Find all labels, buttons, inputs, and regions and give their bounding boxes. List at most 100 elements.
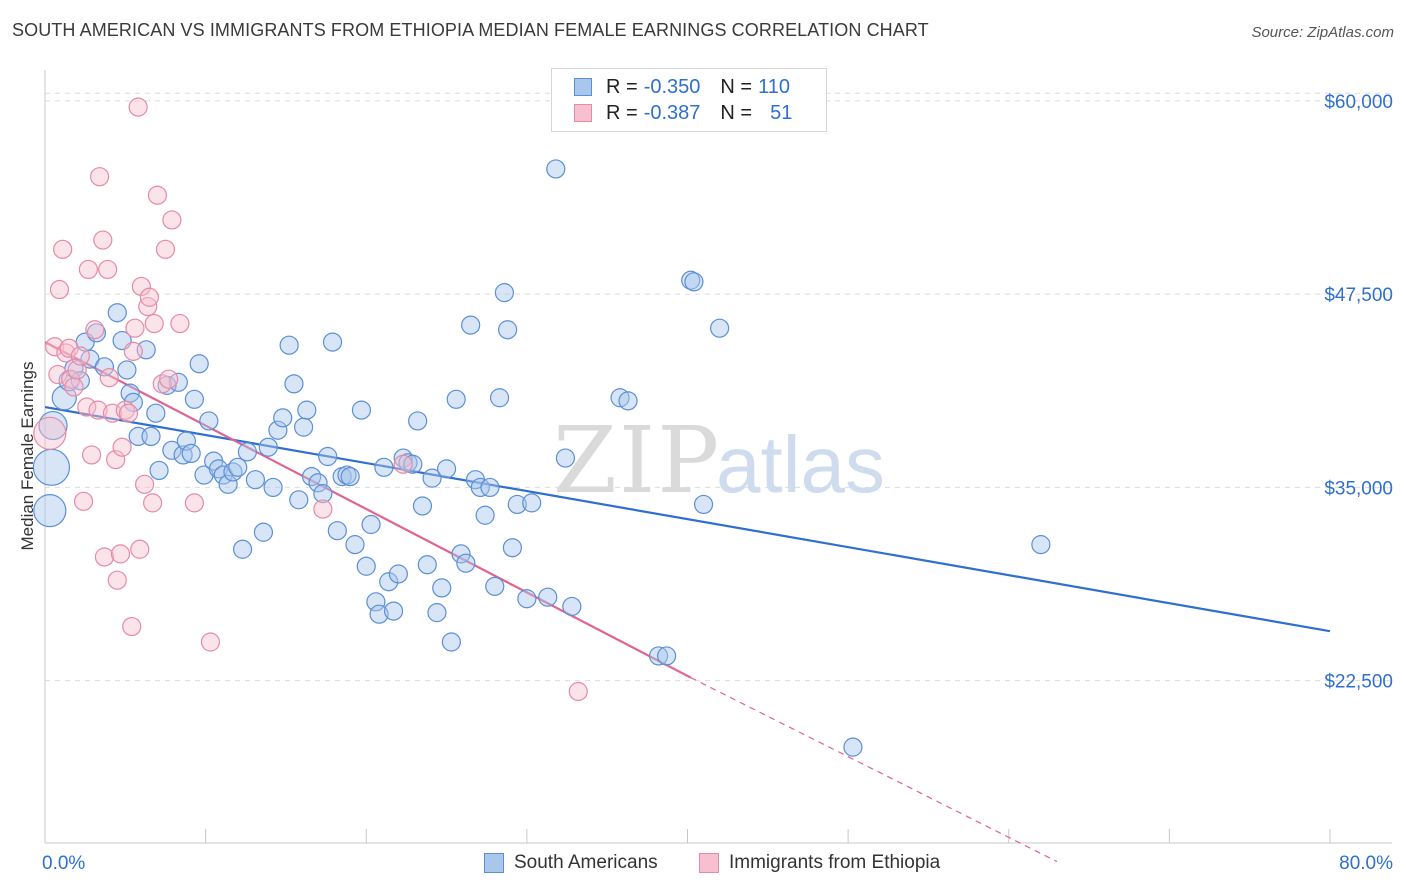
data-point-south-american xyxy=(228,457,248,477)
data-point-south-american xyxy=(107,303,127,323)
data-point-south-american xyxy=(361,514,381,535)
data-point-ethiopia xyxy=(94,547,115,567)
y-tick-label: $35,000 xyxy=(1324,478,1393,499)
legend-n-value: 51 xyxy=(770,101,793,124)
data-point-south-american xyxy=(470,477,490,498)
data-point-ethiopia xyxy=(85,320,105,340)
data-point-south-american xyxy=(322,332,343,352)
correlation-legend: R = -0.350 N = 110 R = -0.387 N = 51 xyxy=(551,68,827,132)
data-point-south-american xyxy=(356,556,376,576)
chart-title: SOUTH AMERICAN VS IMMIGRANTS FROM ETHIOP… xyxy=(12,20,929,40)
data-point-ethiopia xyxy=(33,416,67,450)
data-point-south-american xyxy=(340,466,360,487)
data-point-ethiopia xyxy=(568,681,588,702)
data-point-south-american xyxy=(843,737,863,757)
data-point-south-american xyxy=(427,603,447,623)
data-point-south-american xyxy=(268,420,288,440)
data-point-ethiopia xyxy=(81,445,102,465)
data-point-south-american xyxy=(562,596,582,617)
data-point-south-american xyxy=(327,521,347,541)
data-point-south-american xyxy=(1031,535,1051,555)
data-point-south-american xyxy=(403,454,423,474)
data-point-south-american xyxy=(489,388,510,408)
data-point-ethiopia xyxy=(78,259,98,280)
source-credit: Source: ZipAtlas.com xyxy=(1251,24,1394,41)
data-point-south-american xyxy=(369,604,389,624)
legend-n-value: 110 xyxy=(758,75,790,98)
trend-line-pink xyxy=(44,341,692,679)
data-point-south-american xyxy=(498,320,518,340)
data-point-south-american xyxy=(475,505,495,525)
data-point-south-american xyxy=(279,335,299,355)
data-point-south-american xyxy=(284,374,304,394)
legend-swatch-pink xyxy=(574,104,592,122)
data-point-south-american xyxy=(648,646,669,666)
data-point-south-american xyxy=(297,400,317,420)
data-point-south-american xyxy=(446,389,466,409)
data-point-south-american xyxy=(461,315,481,335)
data-point-south-american xyxy=(546,159,566,179)
data-point-ethiopia xyxy=(61,369,81,389)
data-point-south-american xyxy=(684,272,704,292)
data-point-south-american xyxy=(522,493,542,513)
y-tick-label: $60,000 xyxy=(1324,92,1393,113)
data-point-south-american xyxy=(258,437,278,457)
data-point-ethiopia xyxy=(143,493,163,513)
data-point-south-american xyxy=(199,411,219,431)
data-point-south-american xyxy=(294,417,314,437)
data-point-ethiopia xyxy=(134,474,155,494)
label-layer: $22,500 $35,000 $47,500 $60,000 0.0% 80.0% xyxy=(42,92,1393,874)
data-point-ethiopia xyxy=(144,313,164,334)
data-point-south-american xyxy=(141,426,161,447)
data-point-south-american xyxy=(441,632,461,652)
data-point-south-american xyxy=(184,389,204,409)
data-point-ethiopia xyxy=(49,279,70,300)
data-point-ethiopia xyxy=(73,491,94,511)
legend-r-label: R = xyxy=(606,75,638,98)
watermark-zip: ZIP xyxy=(553,407,721,514)
data-point-ethiopia xyxy=(184,493,204,513)
data-point-south-american xyxy=(181,443,201,464)
data-point-ethiopia xyxy=(122,616,142,637)
data-point-south-american xyxy=(218,474,238,494)
data-point-south-american xyxy=(456,553,476,573)
data-point-south-american xyxy=(618,391,638,411)
legend-r-label: R = xyxy=(606,101,638,124)
data-point-ethiopia xyxy=(130,539,150,559)
data-point-ethiopia xyxy=(200,632,221,652)
data-point-ethiopia xyxy=(155,239,176,259)
data-point-south-american xyxy=(408,411,428,431)
legend-swatch-blue xyxy=(574,78,592,96)
data-point-ethiopia xyxy=(53,239,73,259)
data-point-south-american xyxy=(657,646,677,666)
watermark-atlas: atlas xyxy=(716,420,885,509)
data-point-ethiopia xyxy=(48,364,68,385)
bottom-legend-swatch-blue xyxy=(484,853,504,873)
data-point-south-american xyxy=(507,494,527,515)
data-point-south-american xyxy=(94,357,115,377)
data-point-ethiopia xyxy=(131,276,151,297)
data-point-south-american xyxy=(388,564,408,584)
data-point-ethiopia xyxy=(70,346,90,366)
data-point-south-american xyxy=(32,448,71,486)
data-point-ethiopia xyxy=(45,337,65,357)
bottom-legend-south-americans: South Americans xyxy=(484,851,658,875)
data-point-south-american xyxy=(432,578,452,598)
data-point-ethiopia xyxy=(115,400,135,420)
data-point-south-american xyxy=(379,572,399,592)
grid-layer xyxy=(45,92,1392,682)
data-point-ethiopia xyxy=(88,400,108,420)
data-point-ethiopia xyxy=(128,97,148,117)
data-point-ethiopia xyxy=(393,454,413,474)
data-point-south-american xyxy=(38,410,68,441)
data-point-south-american xyxy=(412,496,433,516)
legend-r-value: -0.387 xyxy=(643,101,701,124)
data-point-south-american xyxy=(237,442,257,462)
data-point-south-american xyxy=(162,440,182,460)
data-point-south-american xyxy=(422,468,442,488)
data-point-south-american xyxy=(313,484,333,504)
data-point-south-american xyxy=(383,601,404,621)
data-point-south-american xyxy=(417,555,437,575)
data-point-ethiopia xyxy=(90,167,110,187)
